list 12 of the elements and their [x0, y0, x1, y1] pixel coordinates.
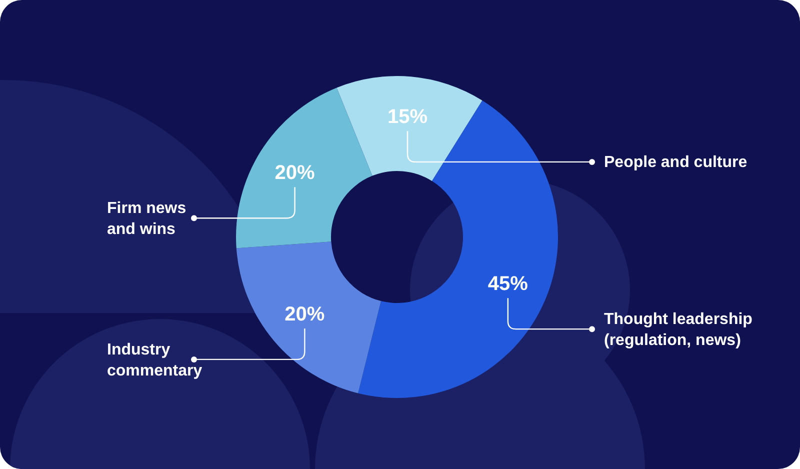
slice-label: People and culture [604, 153, 748, 170]
data-label: 15% [387, 106, 428, 128]
data-label: 20% [274, 162, 316, 184]
donut-slice [236, 242, 382, 394]
donut-slice [336, 76, 482, 182]
slice-label: Industry commentary [107, 340, 202, 379]
slice-label: Firm news and wins [107, 200, 186, 238]
slice-label: Thought leadership (regulation, news) [604, 310, 753, 349]
data-label: 45% [488, 273, 528, 296]
data-label: 20% [284, 303, 325, 326]
donut-slice [236, 88, 372, 248]
donut-slice [358, 100, 558, 398]
